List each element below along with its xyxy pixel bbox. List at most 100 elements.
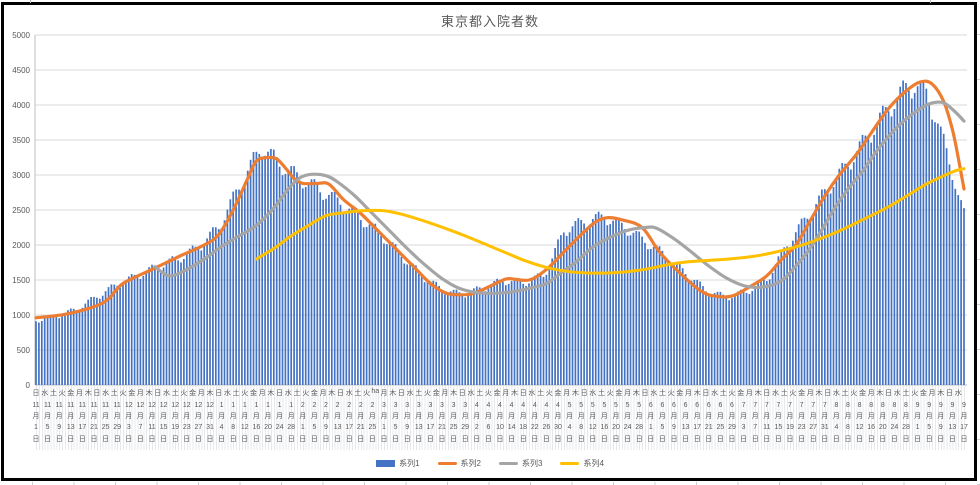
date-label: 2 月 13 日 — [333, 402, 342, 443]
y-tick-label: 1000 — [12, 311, 30, 320]
date-label: 12 月 3 日 — [124, 402, 133, 443]
date-label: 12 月 31 日 — [206, 402, 214, 443]
date-label: 7 月 27 日 — [809, 402, 818, 443]
weekday-label: 月 — [685, 390, 692, 397]
date-label: 3 月 25 日 — [449, 402, 458, 443]
date-label: 8 月 8 日 — [844, 402, 852, 443]
weekday-label: 金 — [189, 390, 197, 397]
date-label: 12 月 15 日 — [159, 402, 168, 443]
weekday-label: 土 — [841, 390, 849, 397]
weekday-label: 木 — [389, 390, 397, 397]
date-label: 7 月 31 日 — [820, 402, 829, 443]
weekday-label: 月 — [928, 390, 936, 397]
weekday-label: 火 — [789, 390, 797, 397]
weekday-label: 月 — [76, 390, 83, 397]
date-label: 3 月 9 日 — [403, 402, 411, 443]
date-label: 6 月 9 日 — [670, 402, 678, 443]
date-label: 11 月 21 日 — [90, 402, 98, 443]
weekday-label: 金 — [128, 390, 136, 397]
sheet-column-tick — [930, 0, 931, 3]
y-tick-label: 2000 — [12, 241, 30, 250]
weekday-label: 木 — [450, 390, 458, 397]
weekday-label: 月 — [197, 390, 205, 397]
weekday-label: 木 — [145, 390, 153, 397]
date-label: 3 月 1 日 — [380, 402, 388, 443]
date-label: 6 月 5 日 — [658, 402, 666, 443]
weekday-label: 木 — [937, 390, 945, 397]
date-label: 1 月 12 日 — [240, 402, 249, 443]
weekday-label: 日 — [702, 390, 710, 397]
date-label: 6 月 29 日 — [728, 402, 736, 443]
weekday-label: 金 — [919, 390, 927, 397]
legend-item-series3: 系列3 — [499, 458, 542, 469]
date-label: 7 月 7 日 — [751, 402, 759, 443]
bar-series — [35, 80, 965, 386]
legend-label-series4: 系列4 — [583, 459, 604, 468]
weekday-label: 金 — [676, 390, 684, 397]
weekday-label: 金 — [859, 390, 866, 397]
date-label: 2 月 17 日 — [345, 402, 354, 443]
weekday-label: 日 — [641, 390, 649, 397]
weekday-label: 日 — [824, 390, 832, 397]
weekday-label: 火 — [484, 390, 492, 397]
weekday-label: 月 — [563, 390, 571, 397]
date-label: 8 月 24 日 — [890, 402, 899, 443]
weekday-label: 土 — [232, 390, 240, 397]
weekday-label: 火 — [119, 390, 127, 397]
date-label: 5 月 16 日 — [600, 402, 609, 443]
sheet-column-tick — [30, 0, 31, 3]
weekday-label: 月 — [319, 390, 327, 397]
weekday-label: 月 — [380, 390, 388, 397]
weekday-label: 月 — [806, 390, 814, 397]
weekday-label: 水 — [589, 390, 597, 397]
weekday-label: 火 — [241, 390, 249, 397]
date-label: 2 月 25 日 — [368, 402, 377, 443]
weekday-label: 月 — [745, 390, 753, 397]
date-label: 4 月 18 日 — [519, 402, 528, 443]
date-label: 7 月 11 日 — [763, 402, 771, 443]
y-tick-label: 4500 — [12, 66, 30, 75]
weekday-label: 木 — [511, 390, 518, 397]
weekday-label: 日 — [32, 390, 40, 397]
weekday-label: 土 — [598, 390, 605, 397]
weekday-label: 木 — [267, 390, 275, 397]
legend-label-series2: 系列2 — [460, 459, 481, 468]
weekday-label: 土 — [476, 390, 484, 397]
date-label: 8 月 4 日 — [832, 402, 840, 443]
weekday-label: 木 — [206, 390, 214, 397]
weekday-label: 木 — [815, 390, 823, 397]
weekday-label: 木 — [571, 390, 579, 397]
weekday-label: 月 — [867, 390, 875, 397]
weekday-label: 月 — [502, 390, 510, 397]
weekday-label: 水 — [954, 390, 962, 397]
date-label: 7 月 3 日 — [740, 402, 748, 443]
weekday-label: 土 — [110, 390, 118, 397]
weekday-label: ha — [371, 388, 380, 395]
date-label: 6 月 25 日 — [716, 402, 725, 443]
date-label: 9 月 17 日 — [960, 402, 968, 443]
weekday-label: 土 — [293, 390, 301, 397]
weekday-label: 木 — [84, 390, 92, 397]
weekday-label: 火 — [424, 390, 431, 397]
weekday-label: 水 — [832, 390, 840, 397]
date-label: 4 月 22 日 — [530, 402, 539, 443]
weekday-label: 月 — [258, 390, 266, 397]
date-label: 4 月 6 日 — [484, 402, 492, 443]
weekday-label: 水 — [284, 390, 292, 397]
weekday-label: 木 — [328, 390, 336, 397]
weekday-label: 土 — [415, 390, 423, 397]
date-label: 4 月 2 日 — [473, 402, 481, 443]
weekday-label: 火 — [545, 390, 553, 397]
weekday-label: 水 — [163, 390, 170, 397]
weekday-label: 日 — [946, 390, 953, 397]
date-label: 2 月 21 日 — [356, 402, 365, 443]
weekday-label: 日 — [519, 390, 527, 397]
weekday-label: 水 — [711, 390, 719, 397]
y-tick-label: 2500 — [12, 206, 30, 215]
date-label: 7 月 23 日 — [797, 402, 806, 443]
date-label: 1 月 20 日 — [264, 402, 272, 443]
weekday-label: 土 — [49, 390, 57, 397]
sheet-gridline-strip-bottom — [0, 482, 980, 485]
